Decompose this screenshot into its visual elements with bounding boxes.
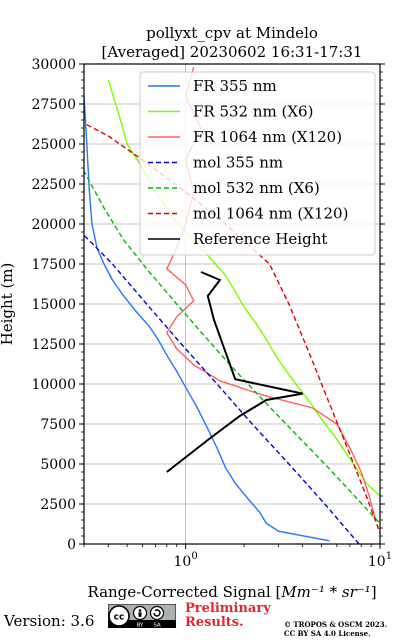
copyright-notice: © TROPOS & OSCM 2023. CC BY SA 4.0 Licen… [284,620,387,638]
series-mol-355-nm [84,234,360,544]
cc-text: cc [114,613,125,623]
y-tick-label: 5000 [40,457,76,473]
y-tick-label: 12500 [31,337,76,353]
copyright-line2: CC BY SA 4.0 License. [284,629,371,638]
y-tick-label: 7500 [40,417,76,433]
y-axis-label: Height (m) [0,263,16,346]
copyright-line1: © TROPOS & OSCM 2023. [284,620,388,629]
series-mol-1064-nm-x120 [84,122,380,535]
preliminary-line2: Results. [185,615,244,630]
axis-ticks: 0 2500 5000 7500 10000 12500 15000 17500 20000 22… [31,57,392,570]
y-tick-label: 27500 [31,97,76,113]
legend-label: FR 532 nm (X6) [193,103,313,121]
figure: pollyxt_cpv at Mindelo [Averaged] 202306… [0,24,392,600]
legend: FR 355 nm FR 532 nm (X6) FR 1064 nm (X120)… [139,71,376,256]
preliminary-notice: Preliminary Results. [185,602,271,630]
sa-icon [149,605,165,621]
chart-title-line2: [Averaged] 20230602 16:31-17:31 [102,43,363,61]
x-tick-label: 100 [174,551,198,570]
y-tick-label: 22500 [31,177,76,193]
legend-label: mol 1064 nm (X120) [193,205,348,223]
y-tick-label: 10000 [31,377,76,393]
legend-label: Reference Height [193,230,327,248]
series-reference-height [166,271,303,473]
x-axis-label: Range-Corrected Signal [Mm⁻¹ * sr⁻¹] [87,583,376,600]
by-text: BY [137,623,144,629]
legend-label: FR 1064 nm (X120) [193,128,342,146]
cc-license-badge: cc BY SA [108,604,176,628]
y-tick-label: 25000 [31,137,76,153]
y-tick-label: 30000 [31,57,76,73]
y-tick-label: 17500 [31,257,76,273]
legend-box [139,71,376,256]
x-tick-label: 101 [368,551,392,570]
preliminary-line1: Preliminary [185,601,271,616]
series-layer [84,67,380,544]
legend-label: mol 532 nm (X6) [193,179,320,197]
y-tick-label: 2500 [40,497,76,513]
legend-label: mol 355 nm [193,154,283,172]
sa-text: SA [153,623,161,629]
cc-icon [108,605,130,627]
chart-title-line1: pollyxt_cpv at Mindelo [146,24,318,42]
legend-label: FR 355 nm [193,77,277,95]
y-tick-label: 20000 [31,217,76,233]
series-fr-355-nm [84,95,330,542]
y-tick-label: 0 [67,537,76,553]
series-mol-532-nm-x6 [84,170,380,525]
y-tick-label: 15000 [31,297,76,313]
version-label: Version: 3.6 [4,612,95,630]
